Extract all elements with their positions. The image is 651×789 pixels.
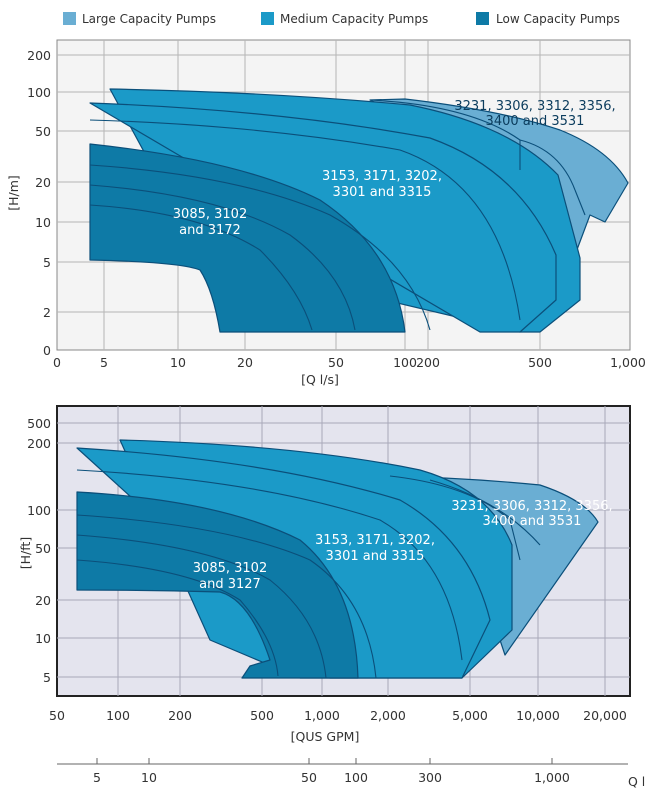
x-tick-label: 2,000 [370,708,406,723]
y-tick-label: 500 [27,416,51,431]
x-tick-label: 1,000 [304,708,340,723]
x-tick-label: 10 [170,355,186,370]
y-tick-label: 50 [35,541,51,556]
legend: Large Capacity Pumps Medium Capacity Pum… [63,12,620,26]
x-tick-label: 1,000 [610,355,646,370]
y-tick-label: 2 [43,305,51,320]
legend-swatch-large [63,12,76,25]
pump-curve [89,184,356,331]
region-low-capacity [76,491,359,679]
pump-curve [574,189,586,216]
y-tick-label: 10 [35,631,51,646]
x-tick-label: 500 [250,708,274,723]
secondary-tick-label: 5 [93,770,101,785]
x-axis-label-imperial: [QUS GPM] [291,729,360,744]
y-tick-label: 10 [35,215,51,230]
region-label: 3231, 3306, 3312, 3356, [454,99,615,114]
x-tick-label: 100 [393,355,417,370]
region-label: 3085, 3102 [193,561,267,576]
region-label: 3153, 3171, 3202, [322,169,442,184]
y-tick-label: 100 [27,503,51,518]
secondary-tick-label: 1,000 [534,770,570,785]
legend-label-large: Large Capacity Pumps [82,12,216,26]
region-label: and 3127 [199,577,261,592]
pump-curve [89,164,431,331]
region-label: 3085, 3102 [173,207,247,222]
x-tick-label: 200 [168,708,192,723]
y-tick-label: 0 [43,343,51,358]
y-tick-label: 200 [27,48,51,63]
secondary-tick-label: 100 [344,770,368,785]
x-tick-label: 5,000 [452,708,488,723]
pump-curve [76,534,327,679]
x-tick-label: 50 [328,355,344,370]
x-tick-label: 500 [528,355,552,370]
y-axis-label-metric: [H/m] [6,175,21,211]
pump-curve [76,514,377,679]
x-tick-label: 50 [49,708,65,723]
x-tick-label: 100 [106,708,130,723]
secondary-tick-label: 300 [418,770,442,785]
legend-swatch-low [476,12,489,25]
secondary-tick-label: 50 [301,770,317,785]
pump-curve [89,119,521,321]
region-label: 3231, 3306, 3312, 3356, [451,499,612,514]
y-tick-label: 5 [43,670,51,685]
pump-curve [89,204,313,331]
x-tick-label: 5 [100,355,108,370]
pump-curve [519,139,576,191]
y-tick-label: 200 [27,436,51,451]
y-tick-label: 50 [35,124,51,139]
x-tick-label: 10,000 [516,708,560,723]
region-label: 3301 and 3315 [326,549,425,564]
pump-curve [369,99,521,170]
secondary-axis-label: Q l [628,774,645,789]
secondary-tick-label: 10 [141,770,157,785]
x-tick-label: 20,000 [583,708,627,723]
x-tick-label: 20 [237,355,253,370]
legend-label-low: Low Capacity Pumps [496,12,620,26]
legend-label-medium: Medium Capacity Pumps [280,12,428,26]
y-tick-label: 100 [27,85,51,100]
region-low-capacity [89,143,406,333]
x-tick-label: 0 [53,355,61,370]
y-tick-label: 5 [43,255,51,270]
pump-curve [76,559,279,677]
region-label: 3400 and 3531 [483,514,582,529]
y-tick-label: 20 [35,175,51,190]
ticks-imperial: 50 100 200 500 1,000 2,000 5,000 10,000 20,000 5 1… [27,416,627,723]
pump-curve [389,475,521,561]
x-tick-label: 200 [416,355,440,370]
legend-swatch-medium [261,12,274,25]
region-label: 3400 and 3531 [486,114,585,129]
region-label: and 3172 [179,223,241,238]
secondary-axis-q-l: Q l 5 10 50 100 300 1,000 [57,758,645,789]
region-label: 3153, 3171, 3202, [315,533,435,548]
pump-curve [76,469,463,661]
x-axis-label-metric: [Q l/s] [301,372,339,387]
region-label: 3301 and 3315 [333,185,432,200]
y-tick-label: 20 [35,593,51,608]
pump-curve [429,479,541,546]
y-axis-label-imperial: [H/ft] [18,537,33,569]
